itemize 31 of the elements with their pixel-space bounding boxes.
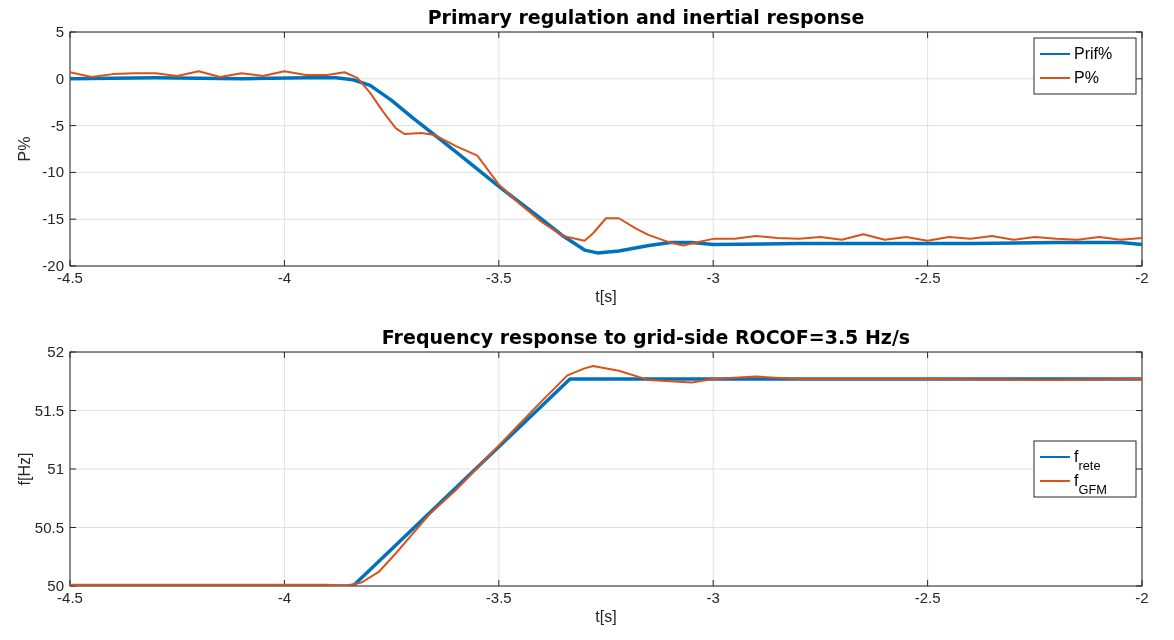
x-tick-label: -2 — [1135, 589, 1149, 606]
y-axis-title: P% — [16, 136, 33, 162]
y-axis-title: f[Hz] — [16, 452, 33, 486]
y-tick-label: -10 — [42, 163, 64, 181]
x-axis-title: t[s] — [595, 288, 617, 305]
x-tick-label: -3 — [706, 269, 720, 286]
y-tick-label: -20 — [42, 257, 64, 274]
x-tick-label: -4 — [277, 589, 292, 606]
legend-label: P% — [1074, 69, 1099, 86]
y-tick-label: 5 — [55, 23, 64, 40]
x-tick-label: -3 — [706, 589, 720, 606]
x-tick-label: -3.5 — [485, 269, 512, 286]
y-tick-label: 0 — [55, 69, 64, 87]
x-tick-label: -4 — [277, 269, 292, 286]
x-tick-label: -2.5 — [914, 269, 941, 286]
x-tick-label: -2 — [1135, 269, 1149, 286]
x-axis-title: t[s] — [595, 608, 617, 625]
chart-title: Primary regulation and inertial response — [427, 6, 865, 28]
y-tick-label: -5 — [50, 116, 64, 134]
y-tick-label: 51 — [47, 460, 64, 477]
legend-label: Prif% — [1074, 45, 1113, 62]
y-tick-label: -15 — [42, 210, 64, 228]
legend-label: f$_{GFM}$ — [1074, 472, 1107, 497]
chart-title: Frequency response to grid-side ROCOF=3.5 Hz/s — [381, 326, 911, 348]
legend-label: f$_{rete}$ — [1074, 448, 1101, 473]
y-tick-label: 50 — [47, 577, 64, 594]
x-tick-label: -2.5 — [914, 589, 941, 606]
y-tick-label: 52 — [47, 343, 64, 360]
y-tick-label: 51.5 — [34, 401, 64, 419]
y-tick-label: 50.5 — [34, 518, 64, 536]
x-tick-label: -3.5 — [485, 589, 512, 606]
